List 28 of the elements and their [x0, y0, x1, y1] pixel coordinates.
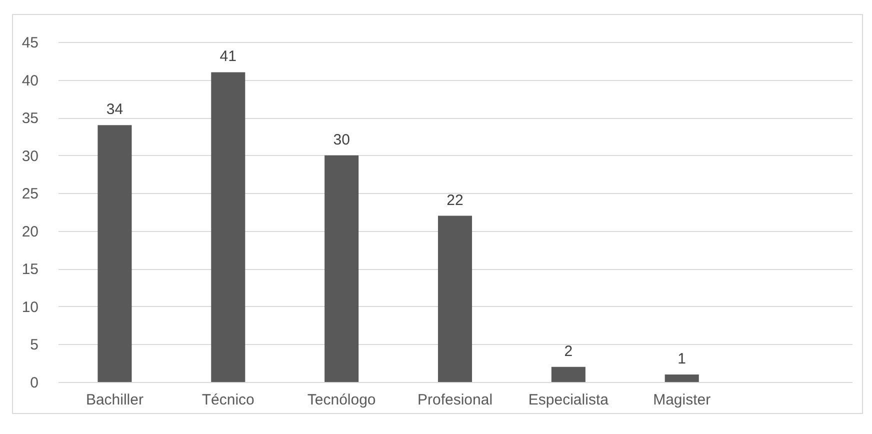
x-tick-label: Técnico: [202, 392, 254, 408]
y-tick-label: 25: [22, 186, 38, 203]
y-tick-label: 10: [22, 298, 38, 316]
data-label: 34: [106, 101, 124, 118]
y-tick-label: 35: [22, 110, 38, 128]
y-tick-label: 20: [22, 223, 38, 240]
bar: [664, 374, 699, 382]
x-tick-label: Especialista: [528, 392, 610, 408]
y-tick-label: 5: [30, 336, 38, 354]
y-tick-label: 45: [22, 34, 38, 52]
bar: [551, 366, 586, 382]
bar: [438, 216, 472, 382]
x-tick-label: Magister: [653, 392, 711, 408]
y-tick-label: 30: [22, 148, 38, 165]
data-label: 30: [333, 131, 350, 148]
x-tick-label: Bachiller: [86, 392, 144, 408]
y-tick-label: 15: [22, 261, 38, 278]
bar: [211, 72, 246, 382]
data-label: 1: [678, 350, 686, 368]
x-tick-label: Tecnólogo: [307, 392, 376, 408]
data-label: 2: [564, 342, 573, 360]
y-tick-label: 0: [30, 374, 38, 392]
data-label: 22: [446, 192, 464, 209]
y-tick-label: 40: [22, 72, 38, 90]
bar: [324, 155, 359, 382]
x-tick-label: Profesional: [417, 392, 493, 408]
bar: [98, 125, 132, 382]
data-label: 41: [220, 48, 236, 66]
